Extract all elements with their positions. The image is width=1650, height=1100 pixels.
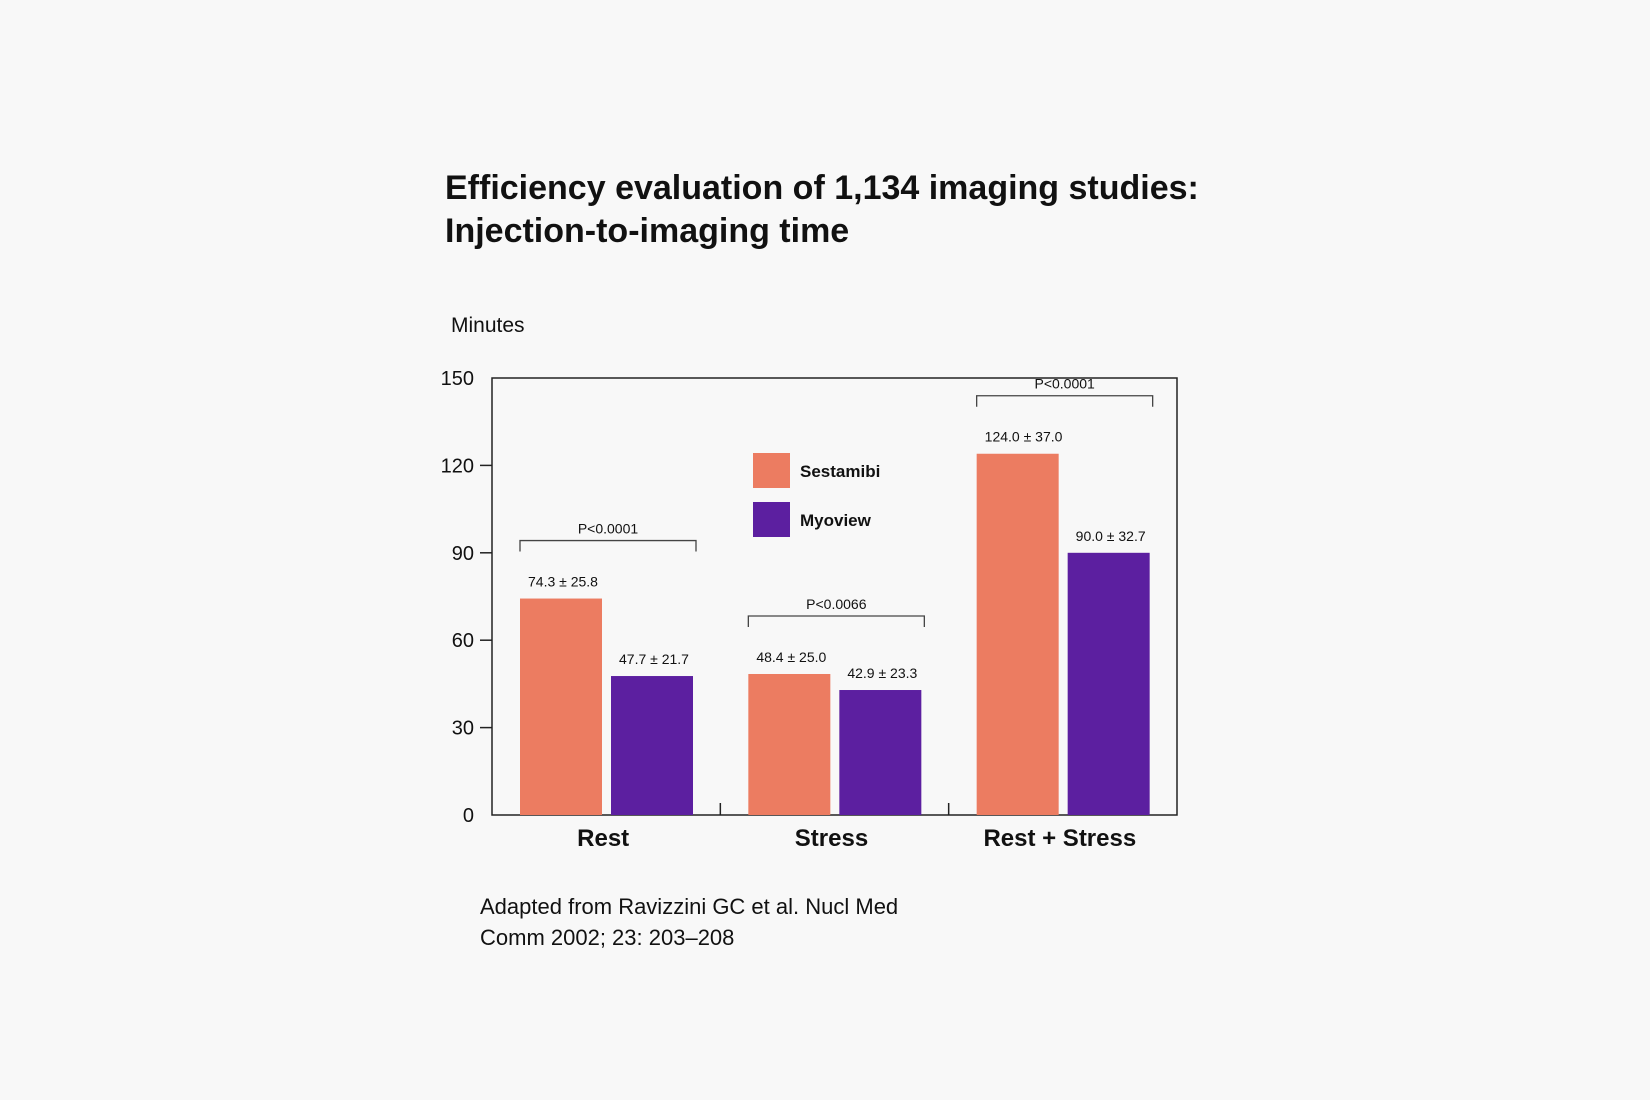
y-tick-label: 30 xyxy=(452,718,474,740)
footnote-line-2: Comm 2002; 23: 203–208 xyxy=(480,925,734,950)
y-tick-label: 150 xyxy=(441,368,474,390)
footnote-line-1: Adapted from Ravizzini GC et al. Nucl Me… xyxy=(480,894,898,919)
y-tick-label: 60 xyxy=(452,630,474,652)
chart-subtitle: Injection-to-imaging time xyxy=(445,212,849,250)
chart-title: Efficiency evaluation of 1,134 imaging s… xyxy=(445,169,1199,207)
bar-sestamibi xyxy=(976,453,1059,815)
data-label: 74.3 ± 25.8 xyxy=(528,574,598,590)
y-tick-label: 0 xyxy=(463,805,474,827)
data-label: 47.7 ± 21.7 xyxy=(619,651,689,667)
x-category-label: Stress xyxy=(795,825,868,852)
legend-label: Myoview xyxy=(800,511,872,530)
legend-label: Sestamibi xyxy=(800,462,880,481)
significance-bracket xyxy=(519,539,697,552)
y-axis-label: Minutes xyxy=(451,314,525,337)
p-value-label: P<0.0001 xyxy=(1034,376,1095,392)
bar-myoview xyxy=(1067,552,1150,815)
legend-swatch-myoview xyxy=(753,502,790,537)
x-category-label: Rest xyxy=(577,825,629,852)
p-value-label: P<0.0001 xyxy=(578,521,639,537)
significance-bracket xyxy=(976,395,1154,407)
p-value-label: P<0.0066 xyxy=(806,596,867,612)
data-label: 42.9 ± 23.3 xyxy=(847,665,917,681)
data-label: 48.4 ± 25.0 xyxy=(756,649,826,665)
data-label: 90.0 ± 32.7 xyxy=(1076,528,1146,544)
bar-sestamibi xyxy=(748,673,831,815)
y-tick-label: 120 xyxy=(441,455,474,477)
legend-swatch-sestamibi xyxy=(753,453,790,488)
data-label: 124.0 ± 37.0 xyxy=(985,429,1063,445)
bar-myoview xyxy=(839,690,922,815)
x-category-label: Rest + Stress xyxy=(983,825,1136,852)
bar-sestamibi xyxy=(520,598,602,815)
y-tick-label: 90 xyxy=(452,543,474,565)
bar-myoview xyxy=(611,676,693,815)
plot-frame xyxy=(491,377,1178,816)
significance-bracket xyxy=(747,615,925,627)
